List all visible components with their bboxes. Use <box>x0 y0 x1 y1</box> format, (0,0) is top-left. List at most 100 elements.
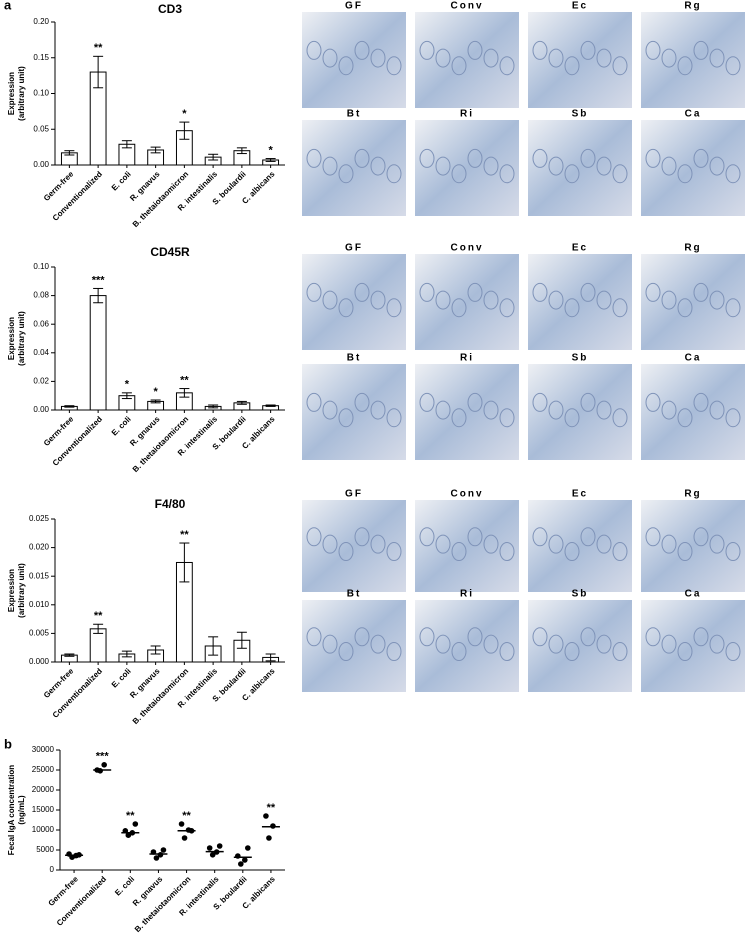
tissue-cell <box>451 298 467 318</box>
significance-label: * <box>125 379 130 391</box>
y-tick-label: 0.08 <box>33 291 49 300</box>
tissue-cell <box>354 527 370 547</box>
tissue-cell <box>483 48 499 68</box>
tissue-cell <box>532 627 548 647</box>
tissue-cell <box>661 48 677 68</box>
tissue-cell <box>419 627 435 647</box>
tissue-cell <box>306 392 322 412</box>
y-tick-label: 0.005 <box>29 629 50 638</box>
tissue-cell <box>612 642 628 662</box>
data-point <box>157 852 164 858</box>
micrograph-label: Ec <box>572 489 588 500</box>
tissue-cell <box>435 156 451 176</box>
tissue-cell <box>532 282 548 302</box>
tissue-cell <box>596 534 612 554</box>
tissue-cell <box>322 400 338 420</box>
tissue-cell <box>580 527 596 547</box>
micrograph <box>641 12 745 108</box>
tissue-cell <box>354 392 370 412</box>
data-point <box>270 823 276 829</box>
tissue-cell <box>532 527 548 547</box>
significance-label: ** <box>94 42 103 54</box>
tissue-cell <box>467 527 483 547</box>
tissue-cell <box>725 542 741 562</box>
micrograph-label: Rg <box>684 489 701 500</box>
micrograph <box>302 500 406 592</box>
micrograph-label: Bt <box>347 589 362 600</box>
x-tick-label: E. coli <box>110 415 133 438</box>
tissue-cell <box>645 627 661 647</box>
tissue-cell <box>483 534 499 554</box>
tissue-cell <box>709 48 725 68</box>
tissue-cell <box>725 642 741 662</box>
tissue-cell <box>677 542 693 562</box>
tissue-cell <box>499 542 515 562</box>
y-tick-label: 0.20 <box>33 17 49 26</box>
tissue-cell <box>677 56 693 76</box>
micrograph-label: Ec <box>572 243 588 254</box>
tissue-cell <box>338 164 354 184</box>
tissue-cell <box>693 282 709 302</box>
x-tick-label: Conventionalized <box>51 414 104 467</box>
y-tick-label: 0.025 <box>29 514 50 523</box>
tissue-cell <box>677 408 693 428</box>
tissue-cell <box>322 634 338 654</box>
tissue-cell <box>306 148 322 168</box>
tissue-cell <box>661 400 677 420</box>
y-tick-label: 0.10 <box>33 262 49 271</box>
tissue-cell <box>548 156 564 176</box>
tissue-cell <box>612 542 628 562</box>
tissue-cell <box>677 164 693 184</box>
y-tick-label: 0.15 <box>33 53 49 62</box>
tissue-cell <box>645 282 661 302</box>
tissue-cell <box>645 527 661 547</box>
data-point <box>263 813 269 819</box>
tissue-cell <box>386 542 402 562</box>
panel-label: a <box>4 0 12 12</box>
micrograph <box>528 254 632 350</box>
significance-label: ** <box>180 374 189 386</box>
y-tick-label: 30000 <box>32 745 55 754</box>
tissue-cell <box>612 408 628 428</box>
tissue-cell <box>419 40 435 60</box>
tissue-cell <box>564 542 580 562</box>
tissue-cell <box>661 156 677 176</box>
y-tick-label: 0.10 <box>33 89 49 98</box>
tissue-cell <box>709 400 725 420</box>
y-tick-label: 0.015 <box>29 571 50 580</box>
x-tick-label: Conventionalized <box>51 666 104 719</box>
tissue-cell <box>548 534 564 554</box>
tissue-cell <box>451 542 467 562</box>
tissue-cell <box>596 634 612 654</box>
micrograph-label: GF <box>345 489 363 500</box>
tissue-cell <box>435 48 451 68</box>
y-tick-label: 0.010 <box>29 600 50 609</box>
tissue-cell <box>661 290 677 310</box>
tissue-cell <box>499 298 515 318</box>
micrograph <box>415 12 519 108</box>
tissue-cell <box>564 642 580 662</box>
tissue-cell <box>338 298 354 318</box>
micrograph-label: Ca <box>685 589 702 600</box>
tissue-cell <box>499 408 515 428</box>
tissue-cell <box>435 534 451 554</box>
data-point <box>178 821 185 827</box>
data-point <box>160 847 167 853</box>
micrograph <box>528 600 632 692</box>
tissue-cell <box>419 148 435 168</box>
tissue-cell <box>322 290 338 310</box>
y-tick-label: 0.020 <box>29 543 50 552</box>
tissue-cell <box>677 642 693 662</box>
data-point <box>242 857 248 863</box>
chart-title: F4/80 <box>155 497 186 511</box>
tissue-cell <box>370 48 386 68</box>
tissue-cell <box>435 400 451 420</box>
tissue-cell <box>548 48 564 68</box>
tissue-cell <box>370 156 386 176</box>
micrograph-label: Sb <box>572 353 589 364</box>
micrograph <box>641 254 745 350</box>
tissue-cell <box>596 290 612 310</box>
tissue-cell <box>451 164 467 184</box>
significance-label: ** <box>94 610 103 622</box>
